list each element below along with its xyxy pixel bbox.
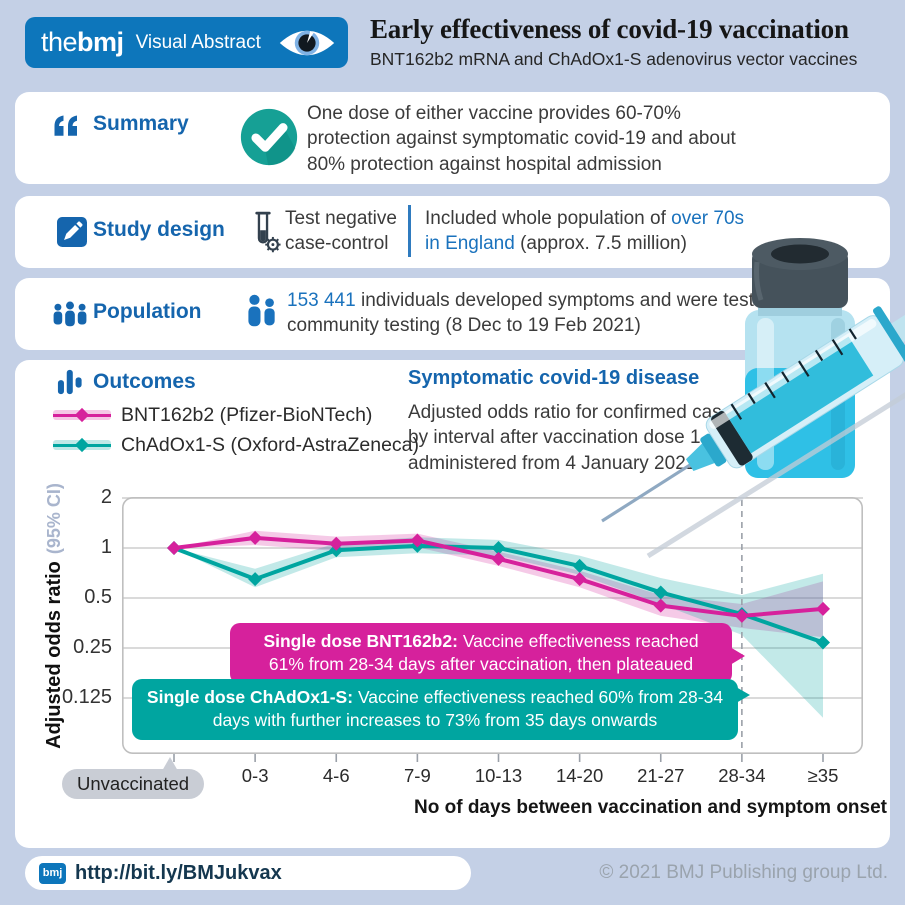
x-tick-label: 28-34 [718, 765, 766, 786]
divider [408, 205, 411, 257]
bubble-tail [162, 757, 178, 771]
study-method: Test negative case-control [285, 208, 397, 255]
eye-icon [279, 30, 335, 55]
summary-panel: Summary One dose of either vaccine provi… [15, 92, 890, 184]
quote-icon [54, 115, 77, 136]
visual-abstract-label: Visual Abstract [135, 31, 261, 53]
legend-label: BNT162b2 (Pfizer-BioNTech) [121, 403, 373, 426]
people-icon [53, 301, 87, 327]
bmj-logo: thebmj [41, 27, 124, 57]
y-tick-label: 2 [100, 486, 112, 508]
legend-item-chadox1s: ChAdOx1-S (Oxford-AstraZeneca) [53, 432, 419, 458]
legend-label: ChAdOx1-S (Oxford-AstraZeneca) [121, 433, 420, 456]
x-tick-label: 0-3 [241, 765, 269, 786]
population-heading: Population [93, 300, 202, 323]
study-design-heading: Study design [93, 218, 225, 241]
check-icon [240, 108, 298, 166]
page-title: Early effectiveness of covid-19 vaccinat… [370, 14, 849, 44]
page-subtitle: BNT162b2 mRNA and ChAdOx1-S adenovirus v… [370, 49, 858, 69]
population-panel: Population 153 441 individuals developed… [15, 278, 890, 350]
study-description: Included whole population of over 70s in… [425, 208, 745, 255]
chart-description: Adjusted odds ratio for confirmed case b… [408, 402, 733, 474]
legend-swatch-bnt162b2 [53, 406, 111, 424]
x-tick-label: 10-13 [474, 765, 523, 786]
y-tick-label: 1 [100, 536, 112, 558]
callout-chadox1s: Single dose ChAdOx1-S: Vaccine effective… [132, 679, 750, 740]
two-people-icon [248, 294, 275, 327]
footer-url: http://bit.ly/BMJukvax [75, 861, 282, 884]
summary-heading: Summary [93, 112, 189, 135]
x-tick-label: 4-6 [322, 765, 350, 786]
x-axis-title: No of days between vaccination and sympt… [414, 797, 887, 818]
y-tick-label: 0.25 [73, 636, 112, 658]
copyright-notice: © 2021 BMJ Publishing group Ltd. [599, 862, 888, 883]
summary-text: One dose of either vaccine provides 60-7… [307, 103, 736, 175]
bmj-mini-logo: bmj [39, 862, 66, 884]
unvaccinated-label: Unvaccinated [62, 769, 205, 799]
outcomes-heading: Outcomes [93, 370, 196, 393]
bar-chart-icon [57, 369, 82, 395]
legend-item-bnt162b2: BNT162b2 (Pfizer-BioNTech) [53, 402, 372, 428]
x-tick-label: 14-20 [555, 765, 604, 786]
x-tick-label: ≥35 [807, 765, 839, 786]
chart-title: Symptomatic covid-19 disease [408, 367, 700, 389]
bmj-brand-badge: thebmj Visual Abstract [25, 17, 348, 68]
pencil-icon [57, 217, 87, 247]
study-design-panel: Study design Test negative case-control … [15, 196, 890, 268]
footer-link[interactable]: bmj http://bit.ly/BMJukvax [25, 856, 471, 890]
x-tick-label: 7-9 [404, 765, 431, 786]
x-tick-label: 21-27 [637, 765, 685, 786]
legend-swatch-chadox1s [53, 436, 111, 454]
population-text: 153 441 individuals developed symptoms a… [287, 290, 845, 337]
y-tick-label: 0.125 [61, 686, 112, 708]
y-tick-label: 0.5 [84, 586, 112, 608]
test-tube-icon [255, 211, 281, 253]
callout-bnt162b2: Single dose BNT162b2: Vaccine effectiven… [230, 623, 745, 684]
